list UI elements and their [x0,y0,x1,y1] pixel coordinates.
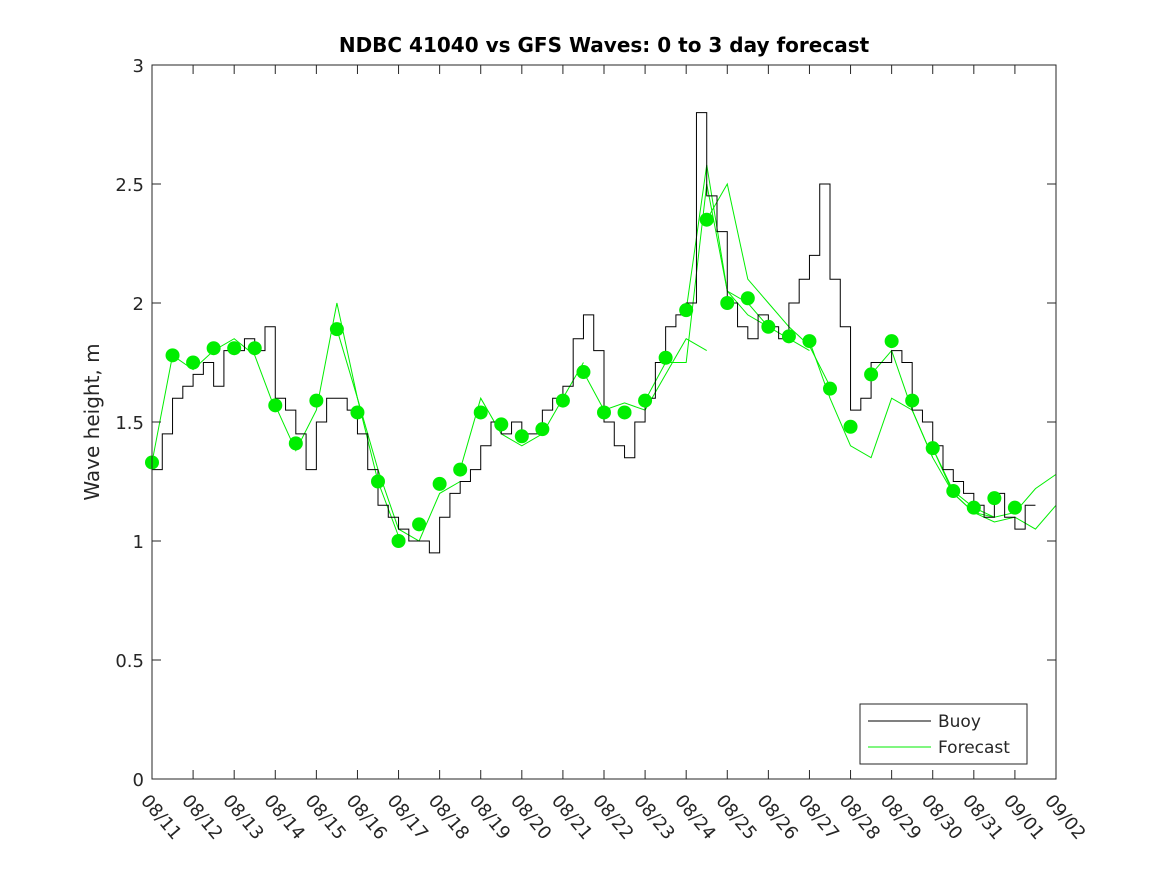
forecast-point [350,405,365,420]
forecast-point [1007,500,1022,515]
buoy-line [152,112,1036,554]
legend-forecast-label: Forecast [938,738,1010,758]
forecast-point [206,341,221,356]
forecast-point [884,334,899,349]
y-tick-label: 1 [133,532,144,553]
forecast-point [761,319,776,334]
forecast-point [412,517,427,532]
forecast-point [864,367,879,382]
forecast-point [391,534,406,548]
forecast-point [905,393,920,408]
forecast-point [966,500,981,515]
forecast-point [473,405,488,420]
forecast-point [535,422,550,437]
forecast-point [514,429,529,444]
y-tick-label: 3 [133,56,144,77]
forecast-point [268,398,283,413]
forecast-point [555,393,570,408]
forecast-point [453,462,468,477]
forecast-point [247,341,262,356]
forecast-point [638,393,653,408]
y-tick-label: 2 [133,294,144,315]
forecast-point [494,417,509,432]
forecast-point [227,341,242,356]
legend-buoy-label: Buoy [938,712,981,732]
forecast-point [802,334,817,349]
forecast-point [946,484,961,499]
forecast-point [432,476,447,491]
forecast-point [679,303,694,318]
y-tick-label: 2.5 [115,175,144,196]
forecast-point [987,491,1002,506]
forecast-point [925,441,940,456]
forecast-point [288,436,303,451]
chart-title: NDBC 41040 vs GFS Waves: 0 to 3 day fore… [339,33,870,57]
y-tick-label: 0.5 [115,651,144,672]
forecast-point [576,365,591,380]
legend-box [859,703,1028,765]
forecast-point [371,474,385,489]
forecast-point [720,296,735,310]
forecast-point [309,393,324,408]
forecast-point [617,405,632,420]
y-tick-label: 0 [133,770,144,791]
forecast-point [843,419,858,434]
legend: Buoy Forecast [859,703,1028,765]
forecast-point [186,355,201,370]
forecast-point [329,322,344,337]
forecast-point [658,350,673,365]
forecast-point [781,329,796,344]
forecast-point [597,405,611,420]
forecast-point [699,212,714,227]
forecast-point [740,291,755,306]
y-tick-label: 1.5 [115,413,144,434]
forecast-point [165,348,180,363]
y-axis-label: Wave height, m [80,343,104,500]
forecast-point [823,381,837,396]
